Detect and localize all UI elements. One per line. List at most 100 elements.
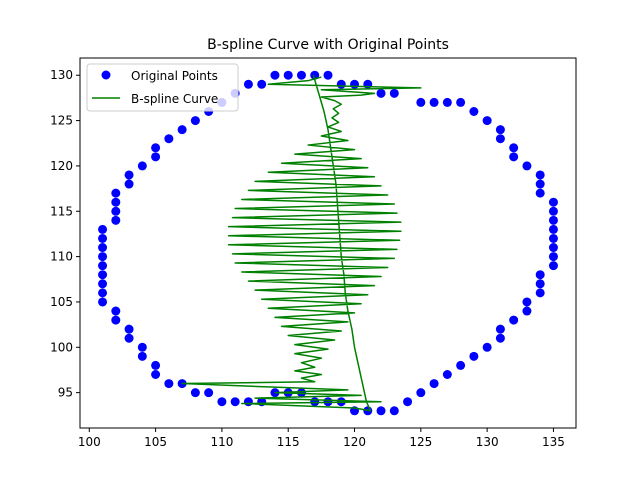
data-point-original — [509, 152, 519, 162]
data-point-original — [429, 97, 439, 107]
x-axis: 100 105 110 115 120 125 130 135 — [78, 428, 565, 449]
data-point-original — [509, 315, 519, 325]
data-point-original — [98, 279, 108, 289]
data-point-original — [548, 252, 558, 262]
data-point-original — [111, 197, 121, 207]
data-point-original — [310, 397, 320, 407]
data-point-original — [151, 152, 161, 162]
axes-frame — [79, 57, 577, 429]
data-point-original — [509, 143, 519, 153]
y-tick-label: 100 — [50, 340, 73, 354]
data-point-original — [98, 261, 108, 271]
data-point-original — [389, 406, 399, 416]
data-point-original — [124, 179, 134, 189]
data-point-original — [548, 206, 558, 216]
data-point-original — [190, 388, 200, 398]
data-point-original — [495, 333, 505, 343]
data-point-original — [522, 306, 532, 316]
data-point-original — [177, 125, 187, 135]
legend-label-bspline: B-spline Curve — [131, 92, 218, 106]
y-tick-label: 130 — [50, 68, 73, 82]
data-point-original — [323, 70, 333, 80]
data-point-original — [204, 388, 214, 398]
data-point-original — [389, 88, 399, 98]
data-point-original — [456, 97, 466, 107]
data-point-original — [98, 297, 108, 307]
data-point-original — [429, 379, 439, 389]
y-tick-label: 110 — [50, 250, 73, 264]
data-point-original — [336, 79, 346, 89]
data-point-original — [243, 79, 253, 89]
data-point-original — [495, 324, 505, 334]
x-tick-label: 130 — [476, 435, 499, 449]
data-point-original — [548, 233, 558, 243]
data-point-original — [111, 315, 121, 325]
data-point-original — [124, 170, 134, 180]
data-point-original — [283, 70, 293, 80]
data-point-original — [137, 342, 147, 352]
data-point-original — [137, 161, 147, 171]
data-point-original — [98, 224, 108, 234]
data-point-original — [548, 215, 558, 225]
data-point-original — [495, 125, 505, 135]
data-point-original — [482, 116, 492, 126]
data-point-original — [137, 351, 147, 361]
data-point-original — [469, 351, 479, 361]
data-point-original — [548, 224, 558, 234]
y-tick-label: 115 — [50, 204, 73, 218]
data-point-original — [111, 215, 121, 225]
y-tick-label: 95 — [58, 386, 73, 400]
data-point-original — [548, 243, 558, 253]
x-tick-label: 135 — [542, 435, 565, 449]
data-point-original — [376, 88, 386, 98]
legend-label-original-points: Original Points — [131, 69, 218, 83]
y-tick-label: 125 — [50, 114, 73, 128]
series-layer — [98, 70, 558, 416]
data-point-original — [376, 406, 386, 416]
y-tick-label: 105 — [50, 295, 73, 309]
data-point-original — [416, 388, 426, 398]
data-point-original — [98, 270, 108, 280]
data-point-original — [151, 369, 161, 379]
x-tick-label: 115 — [277, 435, 300, 449]
data-point-original — [243, 397, 253, 407]
y-axis: 95 100 105 110 115 120 125 130 — [50, 68, 80, 400]
x-tick-label: 100 — [78, 435, 101, 449]
data-point-original — [548, 261, 558, 271]
data-point-original — [535, 179, 545, 189]
data-point-original — [151, 360, 161, 370]
data-point-original — [522, 297, 532, 307]
data-point-original — [535, 279, 545, 289]
data-point-original — [164, 379, 174, 389]
x-tick-label: 120 — [343, 435, 366, 449]
data-point-original — [522, 161, 532, 171]
bspline-curve-line — [181, 75, 422, 412]
data-point-original — [124, 333, 134, 343]
data-point-original — [296, 388, 306, 398]
data-point-original — [442, 369, 452, 379]
legend: Original Points B-spline Curve — [86, 63, 239, 112]
data-point-original — [111, 188, 121, 198]
data-point-original — [482, 342, 492, 352]
x-tick-label: 125 — [409, 435, 432, 449]
data-point-original — [164, 134, 174, 144]
data-point-original — [456, 360, 466, 370]
data-point-original — [442, 97, 452, 107]
data-point-original — [151, 143, 161, 153]
data-point-original — [98, 233, 108, 243]
plot-area — [79, 57, 577, 429]
data-point-original — [535, 188, 545, 198]
x-tick-label: 110 — [210, 435, 233, 449]
data-point-original — [217, 397, 227, 407]
data-point-original — [98, 252, 108, 262]
data-point-original — [111, 306, 121, 316]
data-point-original — [350, 79, 360, 89]
data-point-original — [124, 324, 134, 334]
data-point-original — [296, 70, 306, 80]
data-point-original — [257, 79, 267, 89]
data-point-original — [495, 134, 505, 144]
chart-title: B-spline Curve with Original Points — [207, 37, 449, 53]
data-point-original — [548, 197, 558, 207]
data-point-original — [535, 170, 545, 180]
